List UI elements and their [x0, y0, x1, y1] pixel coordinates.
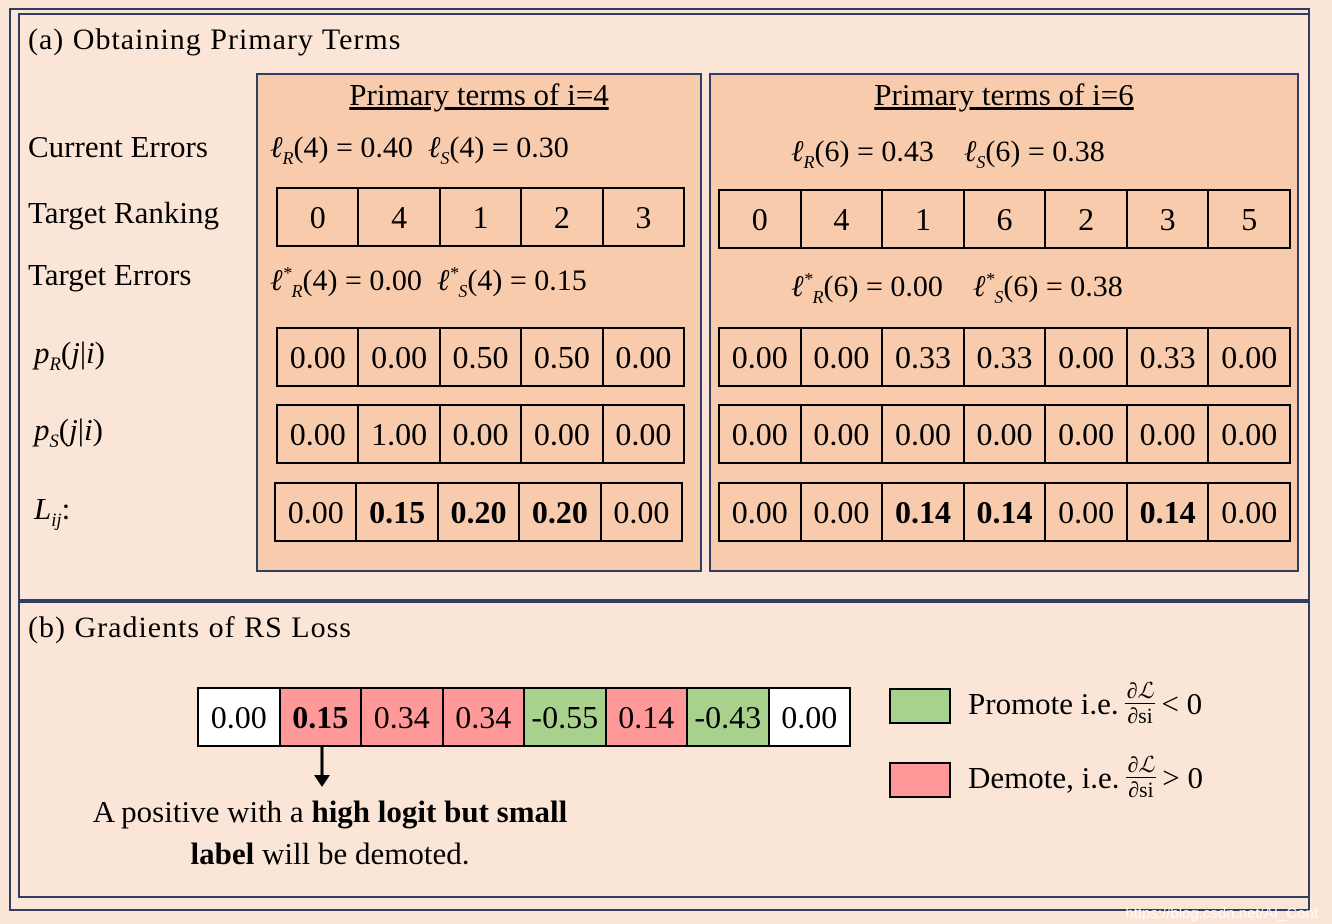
table-cell: 0.00	[1046, 484, 1128, 540]
table-cell: 0.00	[802, 484, 884, 540]
table-cell: 0.14	[1128, 484, 1210, 540]
i6-pS-table: 0.00 0.00 0.00 0.00 0.00 0.00 0.00	[718, 404, 1291, 464]
table-cell: 1	[883, 191, 965, 247]
table-cell: 0.00	[278, 406, 360, 462]
table-cell: 0.00	[276, 484, 358, 540]
table-cell: 0.00	[802, 329, 884, 385]
i6-current-errors: ℓR(6) = 0.43 ℓS(6) = 0.38	[791, 135, 1105, 172]
table-cell: 0.00	[965, 406, 1047, 462]
table-cell: 0.00	[199, 689, 281, 745]
table-cell: 0.50	[441, 329, 523, 385]
label-current-errors: Current Errors	[28, 129, 208, 164]
promote-swatch	[889, 688, 951, 724]
table-cell: 0.00	[441, 406, 523, 462]
promote-fraction: ∂ℒ ∂si	[1124, 678, 1156, 729]
table-cell: 0.20	[439, 484, 521, 540]
demote-swatch	[889, 762, 951, 798]
table-cell: 0.34	[362, 689, 444, 745]
table-cell: 0.00	[359, 329, 441, 385]
table-cell: 0.00	[615, 338, 672, 375]
table-cell: 0.14	[965, 484, 1047, 540]
i4-pR-table: 0.00 0.00 0.50 0.50 0.00	[276, 327, 685, 387]
box-i6-title: Primary terms of i=6	[874, 77, 1134, 112]
table-cell: 0.33	[1128, 329, 1210, 385]
table-cell: 0	[278, 189, 360, 245]
table-cell: 4	[802, 191, 884, 247]
table-cell: 0	[720, 191, 802, 247]
table-cell: 1	[441, 189, 523, 245]
table-cell: 0.20	[520, 484, 602, 540]
table-cell: 0.33	[883, 329, 965, 385]
watermark: https://blog.csdn.net/AI_Cont	[1125, 905, 1318, 922]
table-cell: 0.00	[883, 406, 965, 462]
table-cell: 0.00	[720, 484, 802, 540]
table-cell: 0.14	[606, 689, 688, 745]
table-cell: 0.00	[615, 415, 672, 452]
table-cell: 2	[1046, 191, 1128, 247]
table-cell: 0.00	[1128, 406, 1210, 462]
table-cell: 0.00	[613, 493, 670, 530]
demote-note: A positive with a high logit but small l…	[92, 794, 568, 871]
table-cell: 0.00	[1221, 415, 1278, 452]
promote-legend: Promote i.e. ∂ℒ ∂si < 0	[968, 678, 1203, 729]
gradient-table: 0.00 0.15 0.34 0.34 -0.55 0.14 -0.43 0.00	[197, 687, 851, 747]
table-cell: 3	[1128, 191, 1210, 247]
table-cell: -0.55	[525, 689, 607, 745]
panel-b-title: (b) Gradients of RS Loss	[28, 611, 352, 644]
i6-target-errors: ℓ*R(6) = 0.00 ℓ*S(6) = 0.38	[791, 269, 1123, 307]
table-cell: 2	[522, 189, 604, 245]
table-cell: 0.00	[1046, 329, 1128, 385]
table-cell: 1.00	[359, 406, 441, 462]
label-L: Lij:	[34, 491, 71, 532]
table-cell: 4	[359, 189, 441, 245]
table-cell: 0.00	[720, 406, 802, 462]
demote-fraction: ∂ℒ ∂si	[1125, 752, 1157, 803]
label-pS: pS(j|i)	[34, 412, 103, 453]
box-i4: Primary terms of i=4 ℓR(4) = 0.40 ℓS(4) …	[256, 73, 702, 572]
table-cell: 3	[635, 198, 652, 235]
table-cell: 0.15	[280, 689, 362, 745]
down-arrow-icon	[314, 747, 330, 787]
table-cell: 0.14	[883, 484, 965, 540]
box-i4-title: Primary terms of i=4	[349, 77, 609, 112]
label-target-ranking: Target Ranking	[28, 195, 219, 230]
table-cell: 5	[1241, 200, 1258, 237]
table-cell: 0.00	[1221, 493, 1278, 530]
table-cell: 0.00	[802, 406, 884, 462]
table-cell: 0.00	[522, 406, 604, 462]
table-cell: -0.43	[688, 689, 770, 745]
label-target-errors: Target Errors	[28, 257, 192, 292]
i6-L-table: 0.00 0.00 0.14 0.14 0.00 0.14 0.00	[718, 482, 1291, 542]
table-cell: 0.00	[1046, 406, 1128, 462]
label-pR: pR(j|i)	[34, 335, 105, 376]
i4-L-table: 0.00 0.15 0.20 0.20 0.00	[274, 482, 683, 542]
table-cell: 6	[965, 191, 1047, 247]
table-cell: 0.50	[522, 329, 604, 385]
box-i6: Primary terms of i=6 ℓR(6) = 0.43 ℓS(6) …	[709, 73, 1299, 572]
panel-b: (b) Gradients of RS Loss 0.00 0.15 0.34 0.3…	[18, 601, 1310, 898]
demote-legend: Demote, i.e. ∂ℒ ∂si > 0	[968, 752, 1203, 803]
i4-current-errors: ℓR(4) = 0.40 ℓS(4) = 0.30	[270, 131, 569, 168]
i4-target-errors: ℓ*R(4) = 0.00 ℓ*S(4) = 0.15	[270, 263, 587, 301]
table-cell: 0.15	[357, 484, 439, 540]
i6-pR-table: 0.00 0.00 0.33 0.33 0.00 0.33 0.00	[718, 327, 1291, 387]
i4-pS-table: 0.00 1.00 0.00 0.00 0.00	[276, 404, 685, 464]
table-cell: 0.34	[443, 689, 525, 745]
table-cell: 0.00	[720, 329, 802, 385]
table-cell: 0.00	[769, 689, 849, 745]
table-cell: 0.00	[1221, 338, 1278, 375]
table-cell: 0.33	[965, 329, 1047, 385]
panel-a-title: (a) Obtaining Primary Terms	[28, 23, 402, 56]
table-cell: 0.00	[278, 329, 360, 385]
